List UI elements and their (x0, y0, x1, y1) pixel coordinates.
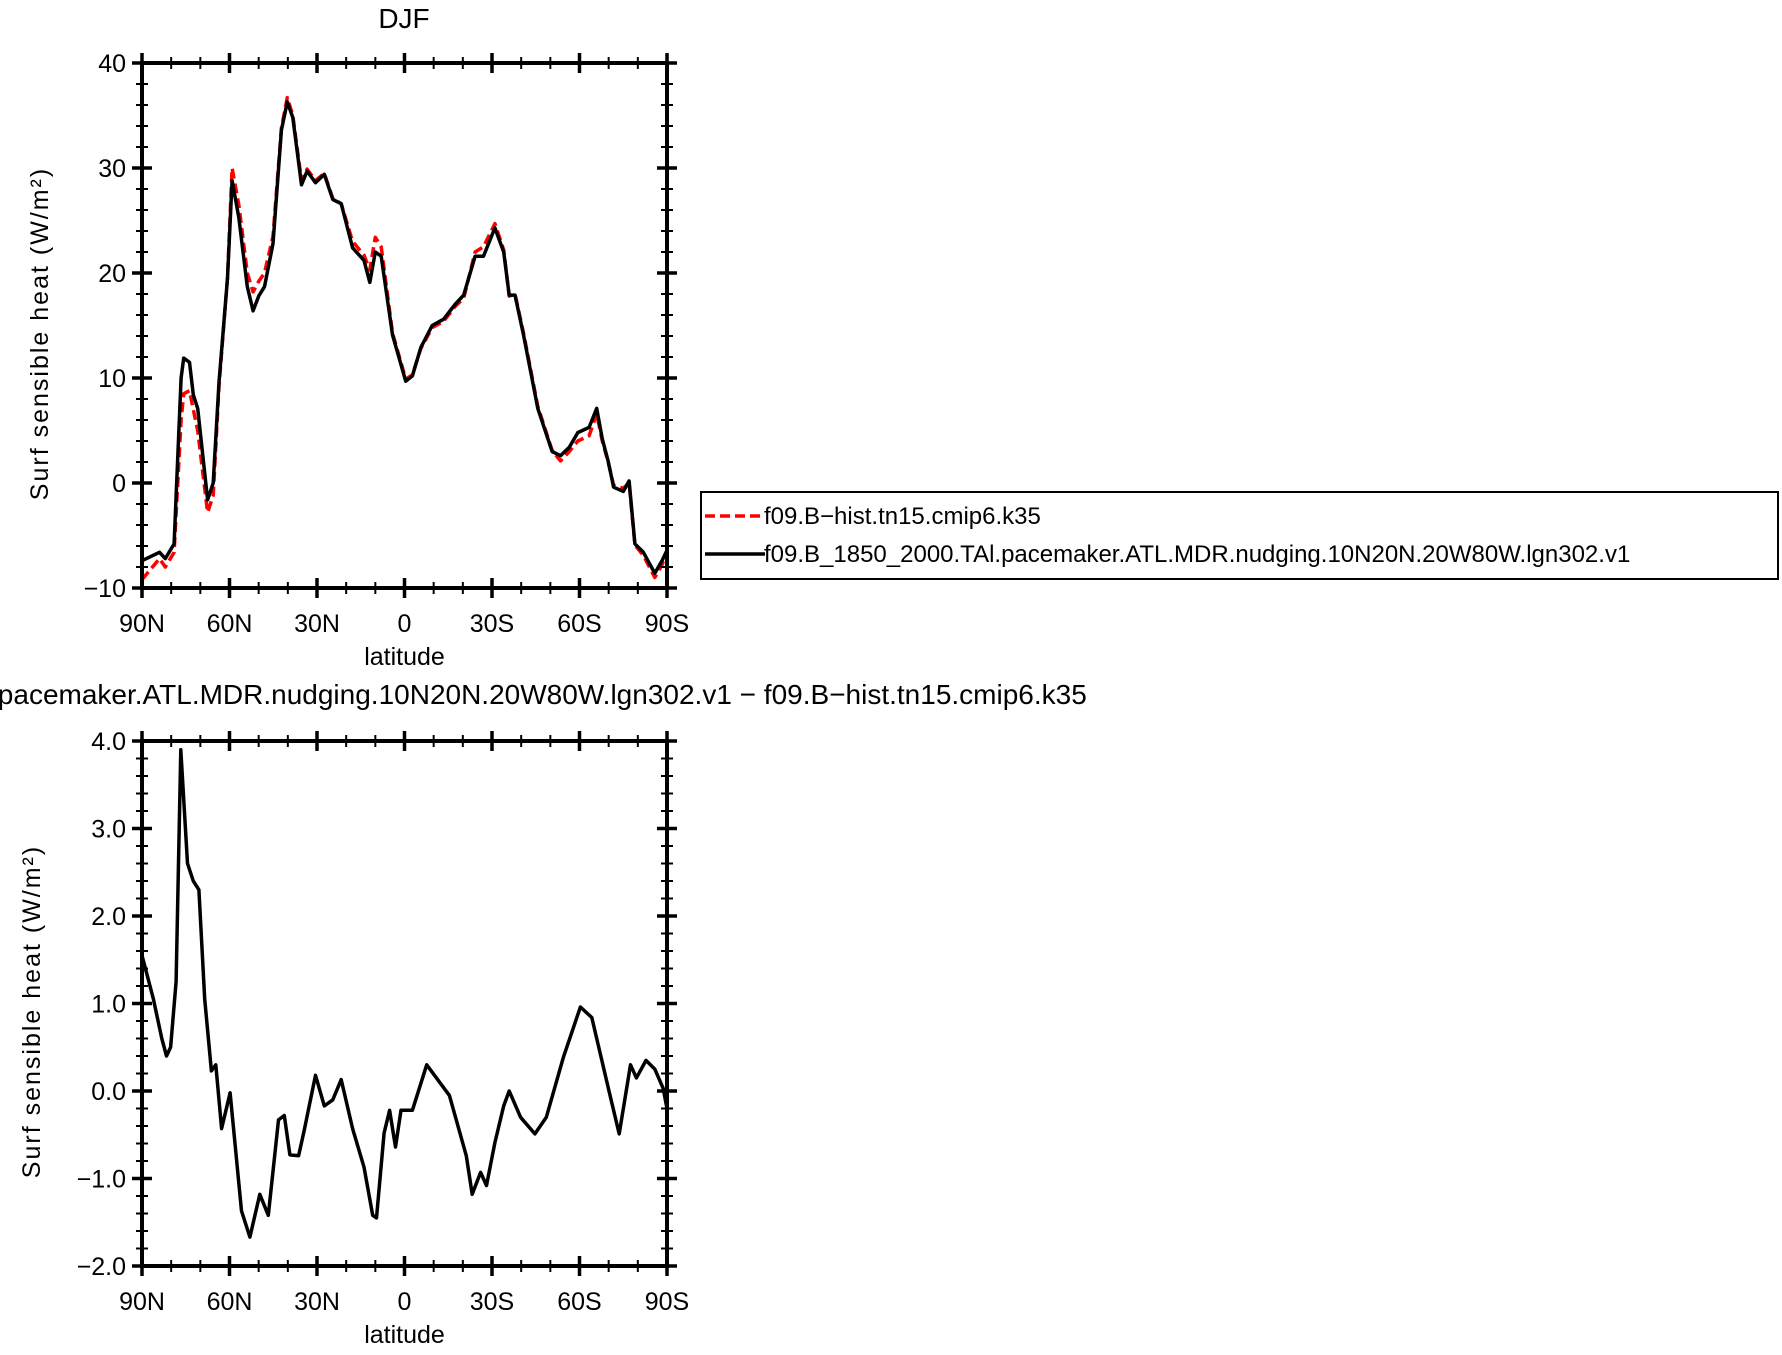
legend-box (700, 491, 1779, 580)
y-tick-label: −1.0 (77, 1166, 126, 1194)
x-tick-label: 60N (207, 1288, 253, 1316)
bottom-plot: 90N 60N 30N 0 30S 60S 90S −2.0 −1.0 0.0 1.0 2.0 3.0 4… (18, 728, 689, 1349)
y-tick-label: 0.0 (91, 1078, 126, 1106)
plot-frame (140, 61, 669, 590)
y-tick-label: 0 (112, 470, 126, 498)
x-tick-label: 60N (207, 610, 253, 638)
x-tick-label: 90N (119, 1288, 165, 1316)
y-tick-label: −2.0 (77, 1253, 126, 1281)
x-tick-label: 30S (470, 610, 514, 638)
top-chart-title: DJF (378, 3, 429, 34)
y-axis-label: Surf sensible heat (W/m²) (18, 845, 46, 1178)
y-tick-label: 4.0 (91, 728, 126, 756)
x-axis-label: latitude (364, 643, 445, 671)
x-tick-label: 90N (119, 610, 165, 638)
legend-label-hist: f09.B−hist.tn15.cmip6.k35 (764, 503, 1041, 530)
y-axis-label: Surf sensible heat (W/m²) (26, 167, 54, 500)
y-tick-label: 20 (98, 260, 126, 288)
x-tick-label: 0 (398, 1288, 412, 1316)
x-tick-label: 30N (294, 610, 340, 638)
top-plot: 90N 60N 30N 0 30S 60S 90S −10 0 10 20 30 40 latitude S… (26, 50, 689, 671)
y-tick-label: 10 (98, 365, 126, 393)
x-tick-label: 90S (645, 610, 689, 638)
series-line-difference (142, 748, 667, 1239)
legend-label-pacemaker: f09.B_1850_2000.TAl.pacemaker.ATL.MDR.nu… (764, 541, 1630, 568)
x-axis-label: latitude (364, 1321, 445, 1349)
bottom-chart-title: f09.B_1850_2000.TAl.pacemaker.ATL.MDR.nu… (0, 679, 1087, 710)
series-line-hist (142, 95, 667, 581)
y-tick-label: 40 (98, 50, 126, 78)
y-tick-label: 3.0 (91, 816, 126, 844)
x-tick-label: 30S (470, 1288, 514, 1316)
y-tick-label: −10 (84, 575, 126, 603)
y-tick-label: 2.0 (91, 903, 126, 931)
x-tick-label: 60S (557, 610, 601, 638)
series-line-pacemaker (142, 100, 667, 576)
x-tick-label: 0 (398, 610, 412, 638)
x-tick-label: 60S (557, 1288, 601, 1316)
plot-frame (140, 739, 669, 1268)
y-tick-label: 30 (98, 155, 126, 183)
y-tick-label: 1.0 (91, 991, 126, 1019)
x-tick-label: 90S (645, 1288, 689, 1316)
legend: f09.B−hist.tn15.cmip6.k35 f09.B_1850_200… (700, 491, 1779, 580)
x-tick-label: 30N (294, 1288, 340, 1316)
